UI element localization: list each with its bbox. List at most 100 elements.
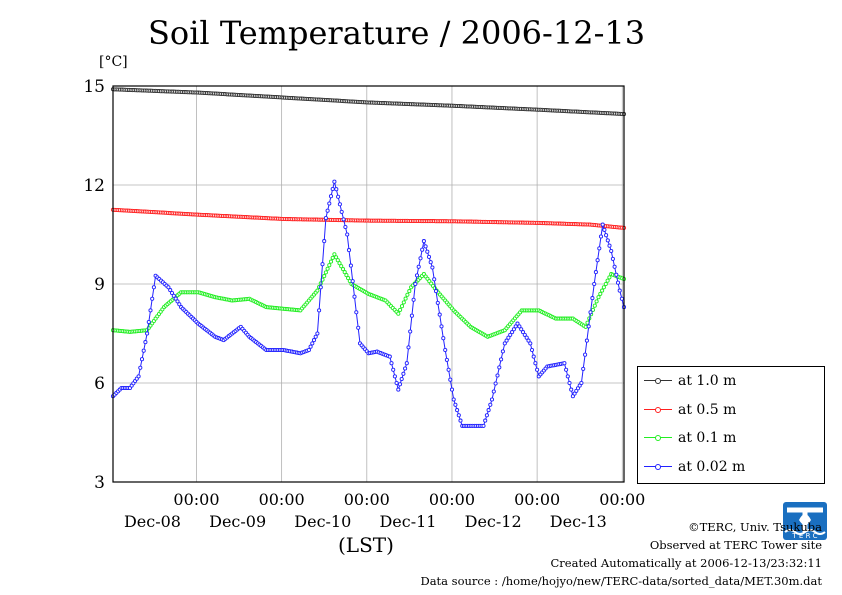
data-point <box>590 307 596 312</box>
data-point <box>173 296 178 301</box>
series-line <box>112 181 625 427</box>
x-axis-unit: (LST) <box>338 533 394 557</box>
data-point <box>389 361 394 366</box>
data-point <box>499 357 504 362</box>
data-point <box>604 233 609 238</box>
svg-text:T E R C: T E R C <box>791 532 817 540</box>
data-point <box>423 244 428 249</box>
data-point <box>522 332 527 337</box>
data-point <box>443 347 448 353</box>
legend-label: at 0.1 m <box>678 430 737 446</box>
data-point <box>323 270 328 275</box>
y-axis-unit: [°C] <box>99 54 128 70</box>
data-point <box>597 246 602 251</box>
x-tick-date: Dec-13 <box>550 512 607 531</box>
data-point <box>515 321 520 326</box>
data-point <box>320 262 325 267</box>
data-point <box>524 335 529 340</box>
y-tick-label: 9 <box>94 275 105 295</box>
data-point <box>526 338 531 343</box>
data-point <box>441 336 446 341</box>
data-point <box>603 281 608 287</box>
data-point <box>455 408 460 413</box>
data-point <box>607 275 612 280</box>
data-point <box>588 310 593 315</box>
data-point <box>143 340 148 345</box>
data-point <box>399 376 404 382</box>
data-point <box>339 264 344 269</box>
x-tick-date: Dec-10 <box>294 512 351 531</box>
observed-at-text: Observed at TERC Tower site <box>649 538 822 552</box>
data-point <box>519 327 524 332</box>
data-point <box>171 293 176 298</box>
data-point <box>313 334 318 339</box>
data-point <box>339 209 344 214</box>
y-tick-label: 15 <box>83 77 105 97</box>
data-point <box>335 258 340 263</box>
data-point <box>451 397 456 402</box>
data-point <box>136 374 141 379</box>
data-point <box>318 285 323 290</box>
data-point <box>310 341 315 346</box>
chart-title: Soil Temperature / 2006-12-13 <box>148 14 646 52</box>
chart-grid <box>113 86 624 482</box>
data-point <box>323 215 328 221</box>
data-point <box>308 344 313 349</box>
data-point <box>425 249 430 254</box>
data-point <box>500 349 505 354</box>
legend-item: at 1.0 m <box>644 373 736 393</box>
legend-item: at 0.1 m <box>644 430 736 450</box>
data-point <box>497 365 502 370</box>
legend-swatch <box>644 462 672 472</box>
data-point <box>605 238 610 243</box>
legend-item: at 0.5 m <box>644 402 736 422</box>
data-point <box>594 299 599 304</box>
data-point <box>528 341 533 346</box>
data-point <box>315 288 320 293</box>
data-point <box>332 179 337 184</box>
data-point <box>141 348 146 353</box>
data-point <box>483 418 488 423</box>
data-point <box>328 259 334 264</box>
data-point <box>586 324 591 329</box>
data-point <box>166 285 171 290</box>
data-point <box>337 202 342 207</box>
data-point <box>617 288 622 293</box>
data-point <box>175 299 180 304</box>
data-point <box>581 366 586 371</box>
data-point <box>334 187 339 192</box>
data-point <box>392 374 397 379</box>
data-point <box>491 389 496 394</box>
data-point <box>396 311 401 316</box>
data-point <box>139 357 145 362</box>
legend-item: at 0.02 m <box>644 459 745 479</box>
data-point <box>322 274 327 279</box>
data-point <box>535 367 540 372</box>
chart-legend: at 1.0 m at 0.5 m at 0.1 m at 0.02 m <box>637 366 825 484</box>
data-point <box>435 300 440 305</box>
data-point <box>619 296 624 301</box>
data-point <box>138 365 143 370</box>
data-point <box>433 289 439 294</box>
data-point <box>448 377 453 382</box>
data-point <box>391 367 396 372</box>
data-point <box>502 341 507 346</box>
data-point <box>564 367 569 372</box>
data-point <box>598 291 603 296</box>
data-point <box>510 330 515 335</box>
data-point <box>396 387 401 392</box>
data-point <box>481 423 486 428</box>
data-point <box>596 295 601 300</box>
data-point <box>439 324 444 329</box>
y-tick-label: 3 <box>94 473 105 493</box>
data-point <box>306 347 311 353</box>
data-point <box>327 201 332 206</box>
data-point <box>334 255 339 260</box>
data-point <box>531 354 536 359</box>
legend-swatch <box>644 376 672 386</box>
data-point <box>595 258 600 263</box>
data-point <box>356 325 361 330</box>
data-point <box>600 222 605 227</box>
data-point <box>600 288 605 293</box>
data-point <box>407 289 412 294</box>
